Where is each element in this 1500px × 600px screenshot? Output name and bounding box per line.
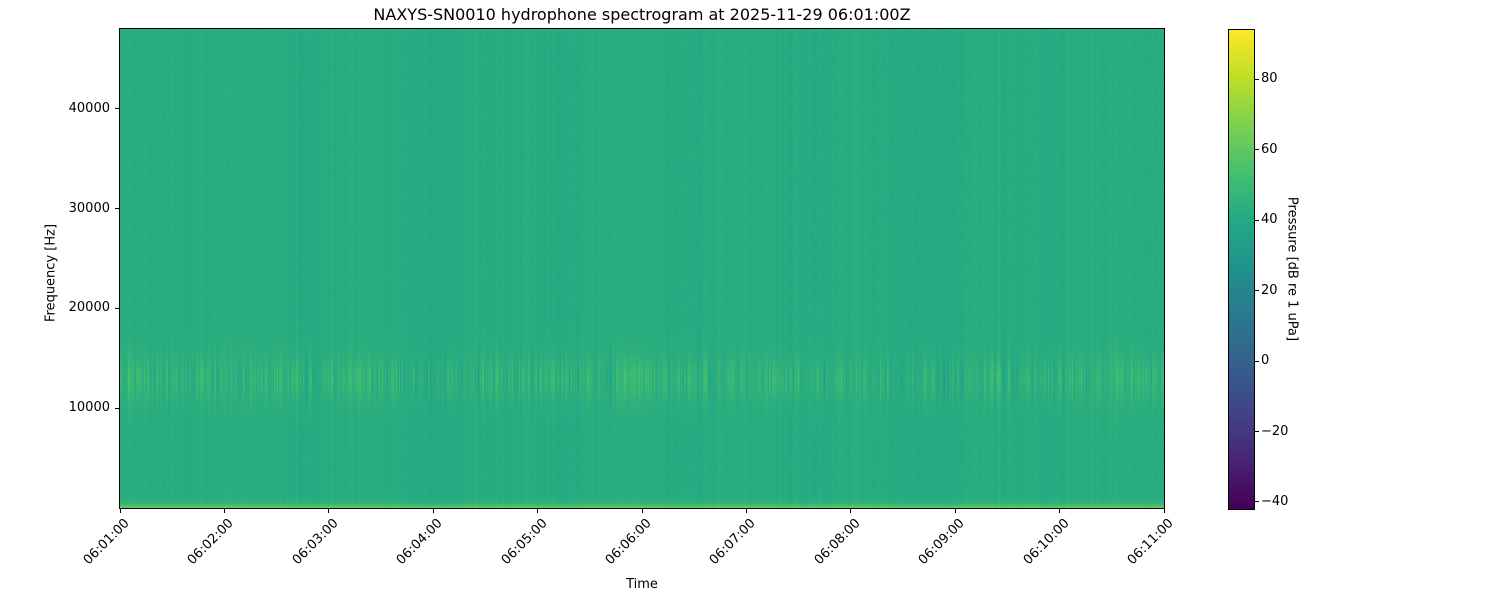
x-tick-mark [328, 509, 330, 513]
colorbar-label: Pressure [dB re 1 uPa] [1284, 196, 1300, 342]
x-tick-mark [119, 509, 121, 513]
y-tick-label: 40000 [68, 100, 110, 116]
colorbar-tick-mark [1255, 501, 1259, 503]
x-tick-mark [537, 509, 539, 513]
colorbar-tick-label: −20 [1261, 423, 1289, 439]
y-tick-mark [115, 108, 119, 110]
spectrogram-heatmap [120, 29, 1164, 508]
x-tick-mark [223, 509, 225, 513]
colorbar-tick-mark [1255, 219, 1259, 221]
x-tick-mark [1059, 509, 1061, 513]
plot-area-frame [119, 28, 1165, 509]
colorbar-tick-label: 40 [1261, 212, 1278, 228]
x-tick-mark [850, 509, 852, 513]
colorbar-frame [1228, 29, 1255, 510]
colorbar-tick-label: 0 [1261, 353, 1270, 369]
colorbar-tick-mark [1255, 290, 1259, 292]
colorbar-tick-mark [1255, 360, 1259, 362]
colorbar-tick-label: 80 [1261, 71, 1278, 87]
y-tick-label: 10000 [68, 400, 110, 416]
colorbar-tick-label: −40 [1261, 493, 1289, 509]
y-tick-mark [115, 407, 119, 409]
y-tick-label: 20000 [68, 300, 110, 316]
x-tick-label: 06:01:00 [80, 516, 133, 568]
colorbar-tick-mark [1255, 149, 1259, 151]
colorbar-tick-mark [1255, 78, 1259, 80]
x-tick-mark [641, 509, 643, 513]
x-axis-label: Time [626, 577, 658, 592]
figure-title: NAXYS-SN0010 hydrophone spectrogram at 2… [373, 5, 911, 24]
y-tick-mark [115, 208, 119, 210]
colorbar-gradient [1229, 30, 1254, 509]
x-tick-mark [1163, 509, 1165, 513]
colorbar-tick-label: 20 [1261, 282, 1278, 298]
x-tick-mark [432, 509, 434, 513]
x-tick-mark [745, 509, 747, 513]
y-tick-mark [115, 307, 119, 309]
y-tick-label: 30000 [68, 200, 110, 216]
colorbar-tick-label: 60 [1261, 141, 1278, 157]
x-tick-mark [954, 509, 956, 513]
colorbar-tick-mark [1255, 431, 1259, 432]
